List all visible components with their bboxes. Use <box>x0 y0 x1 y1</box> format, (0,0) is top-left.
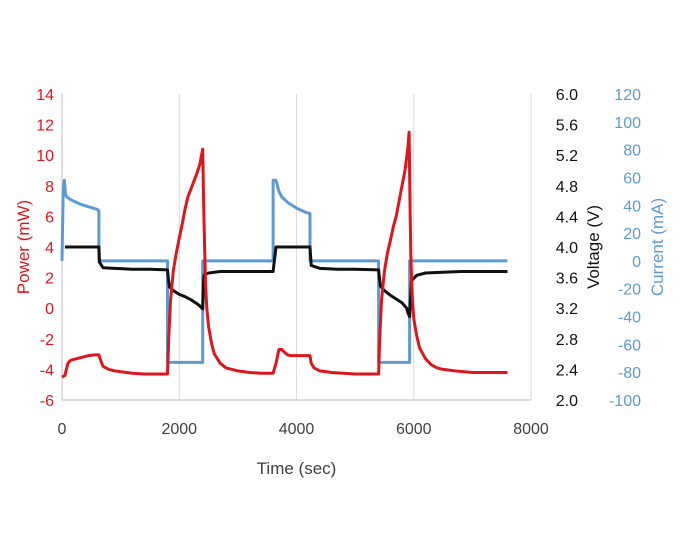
x-tick-label: 4000 <box>279 421 315 438</box>
x-tick-label: 0 <box>58 421 67 438</box>
y-tick-label-power: 6 <box>45 209 54 226</box>
x-tick-label: 2000 <box>161 421 197 438</box>
series-line-current <box>60 178 508 364</box>
y-tick-label-current: -80 <box>618 365 641 382</box>
tick-labels: 0 2000 4000 6000 8000-6-4-2024681012142.02.4… <box>36 87 641 438</box>
y-tick-label-power: 8 <box>45 179 54 196</box>
y-axis-title-voltage: Voltage (V) <box>584 205 603 289</box>
y-tick-label-current: 60 <box>623 170 641 187</box>
y-tick-label-power: 10 <box>36 148 54 165</box>
y-tick-label-power: 14 <box>36 87 54 104</box>
y-tick-label-voltage: 2.4 <box>556 362 578 379</box>
series-layer <box>60 130 508 379</box>
y-tick-label-voltage: 5.6 <box>556 118 578 135</box>
y-tick-label-power: 4 <box>45 240 54 257</box>
y-tick-label-current: 20 <box>623 226 641 243</box>
y-tick-label-power: -2 <box>40 332 54 349</box>
x-axis-title: Time (sec) <box>257 459 337 478</box>
y-tick-label-current: 0 <box>632 254 641 271</box>
series-line-power <box>61 130 508 379</box>
y-tick-label-voltage: 3.6 <box>556 271 578 288</box>
y-tick-label-power: 0 <box>45 301 54 318</box>
y-tick-label-voltage: 4.4 <box>556 209 578 226</box>
series-line-voltage <box>64 245 508 319</box>
y-tick-label-voltage: 5.2 <box>556 148 578 165</box>
x-tick-label: 8000 <box>513 421 549 438</box>
y-tick-label-power: -4 <box>40 362 54 379</box>
y-tick-label-current: 100 <box>614 115 641 132</box>
y-tick-label-power: -6 <box>40 393 54 410</box>
y-tick-label-voltage: 2.0 <box>556 393 578 410</box>
x-tick-label: 6000 <box>396 421 432 438</box>
y-tick-label-current: 120 <box>614 87 641 104</box>
y-tick-label-current: -100 <box>609 393 641 410</box>
y-tick-label-voltage: 3.2 <box>556 301 578 318</box>
y-tick-label-voltage: 4.0 <box>556 240 578 257</box>
y-tick-label-power: 2 <box>45 271 54 288</box>
y-tick-label-voltage: 2.8 <box>556 332 578 349</box>
y-axis-title-current: Current (mA) <box>648 198 667 296</box>
y-tick-label-current: -60 <box>618 337 641 354</box>
y-tick-label-voltage: 6.0 <box>556 87 578 104</box>
y-tick-label-current: 40 <box>623 198 641 215</box>
y-tick-label-current: 80 <box>623 143 641 160</box>
y-axis-title-power: Power (mW) <box>14 200 33 294</box>
y-tick-label-power: 12 <box>36 118 54 135</box>
y-tick-label-current: -40 <box>618 310 641 327</box>
y-tick-label-current: -20 <box>618 282 641 299</box>
y-tick-label-voltage: 4.8 <box>556 179 578 196</box>
